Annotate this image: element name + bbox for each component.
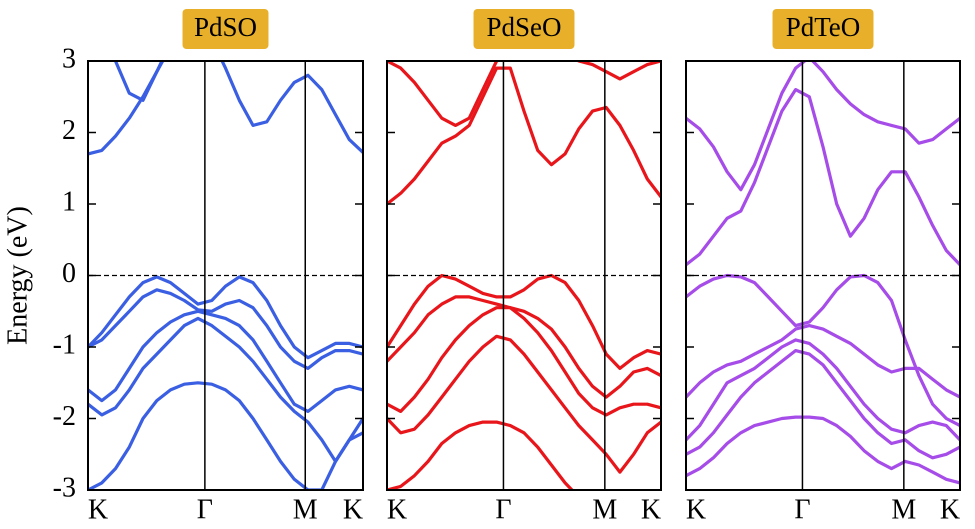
x-tick-label: K	[641, 494, 661, 525]
y-tick-label: -3	[53, 472, 76, 503]
y-tick-label: -1	[53, 329, 76, 360]
band-line	[88, 288, 363, 370]
band-line	[686, 338, 960, 442]
x-tick-label: K	[88, 494, 108, 525]
band-line	[88, 275, 363, 360]
band-line	[686, 324, 960, 399]
x-tick-label: K	[343, 494, 363, 525]
plot-frame	[87, 60, 364, 491]
plot-area	[686, 61, 960, 485]
plot-area	[387, 61, 661, 490]
band-line	[88, 316, 363, 463]
band-line	[387, 334, 661, 474]
band-line	[387, 420, 575, 490]
band-line	[387, 306, 661, 417]
x-tick-label: Γ	[495, 494, 511, 525]
band-line	[387, 273, 661, 370]
band-line	[686, 415, 960, 485]
x-tick-label: Γ	[197, 494, 213, 525]
x-tick-label: Γ	[794, 494, 810, 525]
x-tick-label: M	[293, 494, 318, 525]
plot-area	[88, 61, 363, 490]
plot-frame	[685, 60, 961, 491]
y-tick-label: 1	[62, 186, 76, 217]
x-tick-label: M	[891, 494, 916, 525]
band-line	[88, 61, 363, 156]
band-line	[387, 61, 499, 127]
band-line	[113, 61, 164, 102]
x-tick-label: K	[387, 494, 407, 525]
x-tick-label: K	[686, 494, 706, 525]
band-line	[387, 66, 661, 206]
y-tick-label: -2	[53, 401, 76, 432]
band-line	[387, 295, 661, 399]
band-line	[686, 273, 960, 428]
plot-frame	[386, 60, 662, 491]
band-line	[577, 61, 661, 81]
y-tick-label: 2	[62, 115, 76, 146]
title-badge	[772, 9, 874, 49]
band-line	[88, 309, 363, 413]
title-badge	[473, 9, 575, 49]
y-tick-label: 3	[62, 43, 76, 74]
x-tick-label: M	[592, 494, 617, 525]
y-tick-label: 0	[62, 258, 76, 289]
chart-title: PdSeO	[486, 12, 561, 42]
chart-title: PdSO	[194, 12, 257, 42]
x-tick-label: K	[940, 494, 960, 525]
title-badge	[182, 9, 269, 49]
band-line	[686, 88, 960, 267]
band-line	[686, 61, 960, 192]
y-axis-label: Energy (eV)	[2, 206, 33, 345]
band-line	[88, 381, 363, 490]
chart-title: PdTeO	[786, 12, 861, 42]
band-line	[686, 349, 960, 460]
